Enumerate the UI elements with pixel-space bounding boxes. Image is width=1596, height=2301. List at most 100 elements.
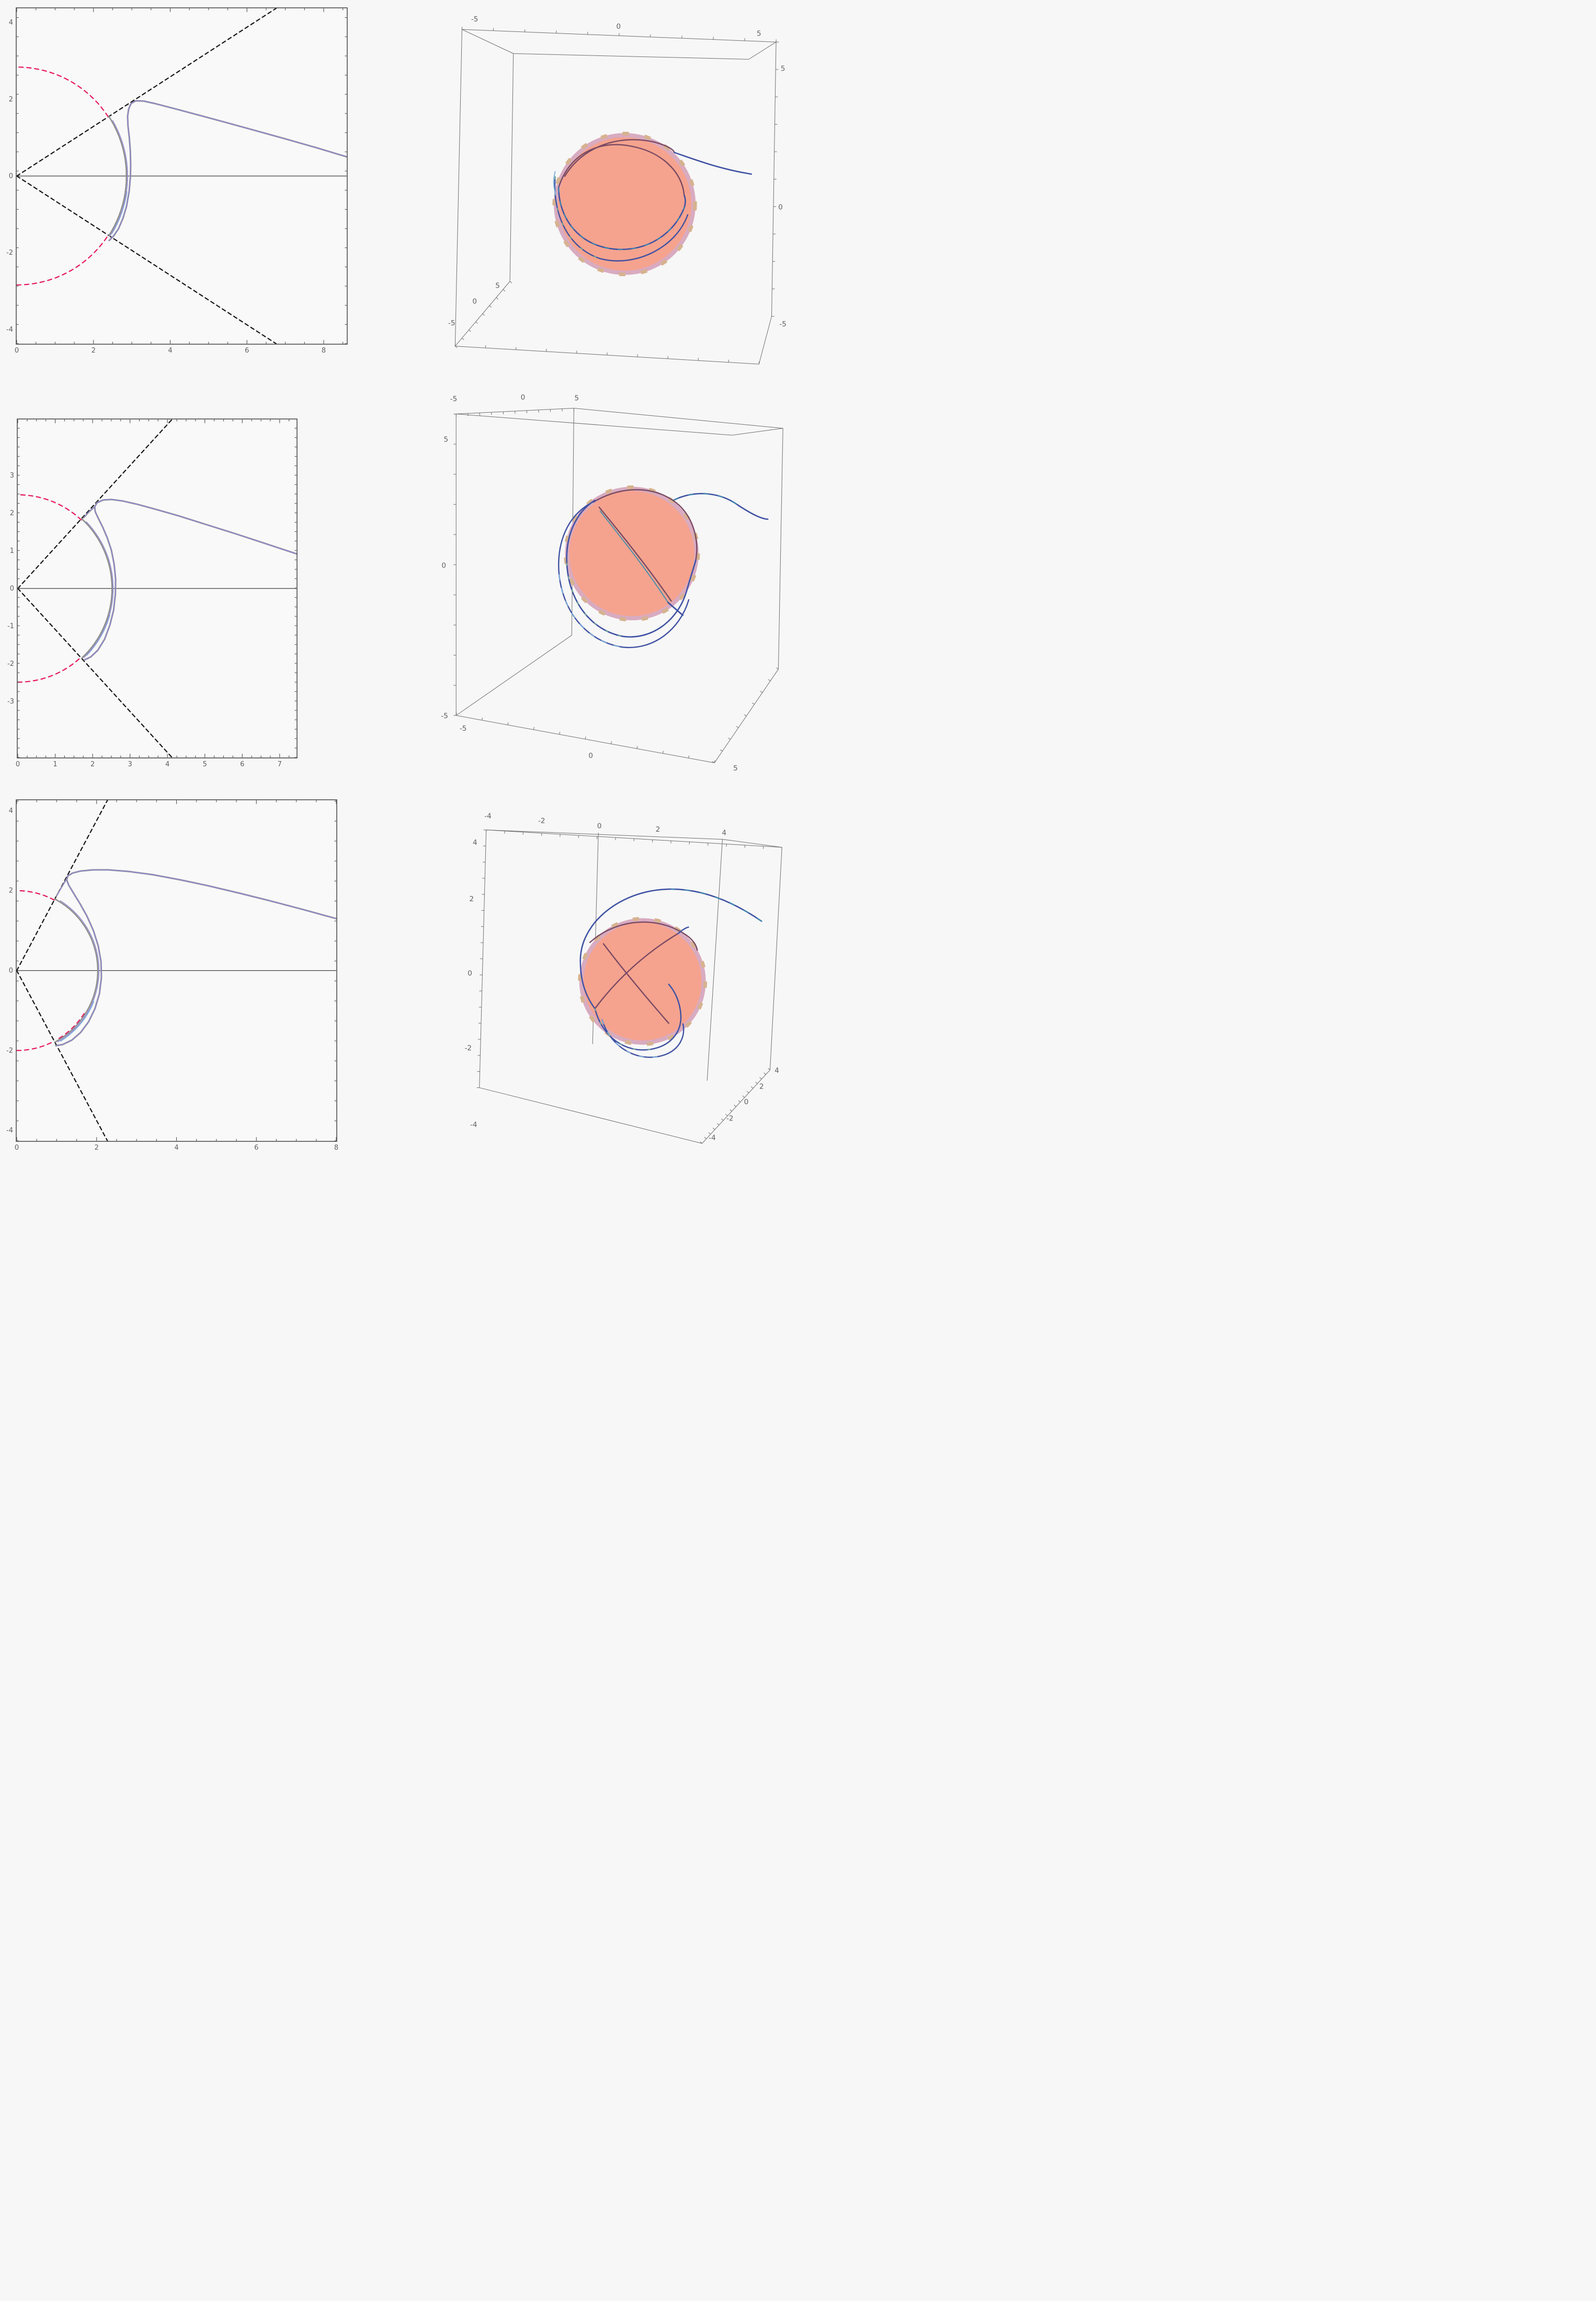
x-tick-label: 8 [334, 1144, 338, 1152]
plot-3d-row3: -4 -2 0 2 4 4 2 0 -2 -4 4 2 0 -2 -4 [454, 800, 794, 1149]
sphere-surface [569, 491, 694, 616]
axis-tick-label: 2 [656, 825, 660, 834]
trajectory-front [580, 889, 761, 961]
box-edge [571, 408, 574, 636]
y-tick-label: 3 [10, 472, 14, 480]
axis-tick-labels: 0 1 2 3 4 5 6 7 -3 -2 -1 0 1 2 3 [7, 472, 282, 768]
axis-tick-label: 0 [616, 22, 621, 31]
tick-mark [729, 1109, 732, 1112]
trajectory-front [554, 172, 556, 195]
tick-mark [744, 714, 747, 717]
tick-mark [768, 679, 771, 682]
tick-mark [759, 1077, 762, 1080]
tick-mark [738, 1100, 740, 1103]
black-dashed-asymptote [16, 175, 277, 345]
box-edge [456, 715, 715, 763]
axis-tick-label: 5 [757, 30, 761, 38]
axis-tick-labels: 0 2 4 6 8 -4 -2 0 2 4 [6, 807, 338, 1152]
y-tick-label: 2 [9, 887, 13, 895]
trajectory-front [580, 961, 595, 1009]
axis-tick-label: 4 [774, 1067, 779, 1075]
axis-ticks [16, 8, 347, 344]
tick-mark [712, 1127, 715, 1130]
x-tick-label: 6 [245, 347, 249, 355]
axis-tick-labels: -5 0 5 5 0 -5 5 0 -5 [448, 15, 786, 328]
tick-mark [725, 1114, 728, 1116]
x-tick-label: 6 [240, 761, 244, 768]
wireframe-box [476, 829, 782, 1144]
trajectory-3d [554, 140, 751, 261]
sphere [578, 916, 708, 1046]
trajectory-3d [558, 490, 768, 648]
blue-orbit-arc [83, 521, 114, 658]
gray-orbit-arc [54, 898, 99, 1043]
box-edge [456, 413, 732, 436]
plot-frame [16, 7, 348, 345]
box-edge [513, 53, 749, 60]
blue-orbit-arc [57, 900, 100, 1042]
black-dashed-asymptote [16, 7, 277, 177]
y-tick-label: 1 [10, 547, 14, 555]
box-edge [574, 407, 783, 429]
sphere-surface [557, 137, 692, 271]
plot-2d-row3: 0 2 4 6 8 -4 -2 0 2 4 [6, 799, 338, 1152]
tick-mark [720, 749, 723, 752]
y-tick-label: -1 [7, 622, 14, 630]
axis-ticks [17, 420, 297, 758]
tick-mark [752, 702, 755, 705]
y-tick-label: -3 [7, 698, 14, 706]
tick-mark [482, 717, 483, 720]
trajectory-front [567, 501, 696, 637]
blue-orbit-arc [109, 120, 128, 237]
y-tick-label: 0 [10, 585, 14, 593]
axis-tick-label: -2 [726, 1115, 733, 1123]
sphere [564, 485, 700, 622]
box-edge [722, 839, 782, 848]
axis-tick-label: -4 [484, 812, 491, 821]
tick-mark [475, 321, 478, 324]
tick-mark [503, 289, 506, 291]
tick-mark [763, 1072, 766, 1075]
tick-mark [721, 1118, 724, 1121]
box-edge [454, 29, 462, 346]
blue-trajectory [108, 100, 347, 241]
axis-tick-label: 0 [441, 561, 446, 570]
plot-3d-row1: -5 0 5 5 0 -5 5 0 -5 [446, 8, 788, 368]
blue-trajectory [83, 505, 96, 518]
red-dashed-circle [16, 66, 109, 118]
trajectory-3d [580, 889, 761, 1057]
box-edge [758, 316, 772, 365]
plot-2d-row2: 0 1 2 3 4 5 6 7 -3 -2 -1 0 1 2 3 [7, 418, 298, 768]
x-tick-label: 2 [90, 761, 95, 768]
trajectory-front [674, 494, 738, 505]
red-dashed-circle [16, 890, 55, 901]
trajectory-behind-sphere [603, 944, 669, 1023]
axis-tick-label: 0 [472, 298, 477, 306]
box-edge [702, 1070, 770, 1144]
tick-mark [734, 1104, 736, 1107]
axis-tick-label: -4 [470, 1121, 477, 1129]
tick-mark [755, 1082, 758, 1084]
y-tick-label: -2 [6, 249, 13, 257]
tick-mark [746, 1091, 749, 1093]
x-tick-label: 1 [53, 761, 57, 768]
axis-tick-label: 0 [588, 752, 593, 760]
trajectory-front [602, 1020, 665, 1058]
plot-content [16, 7, 348, 345]
plot-3d-row2: -5 0 5 5 0 -5 -5 0 5 [440, 390, 792, 775]
axis-tick-labels: -5 0 5 5 0 -5 -5 0 5 [441, 393, 737, 773]
x-tick-label: 6 [254, 1144, 258, 1152]
trajectory-plot-2d-row3: 0 2 4 6 8 -4 -2 0 2 4 [6, 799, 338, 1152]
trajectory-front [600, 511, 668, 603]
tick-mark [455, 712, 457, 716]
box-edge [732, 428, 783, 436]
box-edge [706, 839, 723, 1081]
axis-tick-label: 2 [470, 895, 474, 903]
tick-mark [742, 1095, 745, 1098]
tick-mark [712, 761, 715, 763]
plot-content [16, 799, 337, 1142]
y-tick-label: 0 [9, 967, 13, 975]
black-dashed-asymptote [17, 587, 173, 758]
axis-tick-label: -5 [471, 15, 478, 24]
tick-mark [776, 667, 779, 670]
